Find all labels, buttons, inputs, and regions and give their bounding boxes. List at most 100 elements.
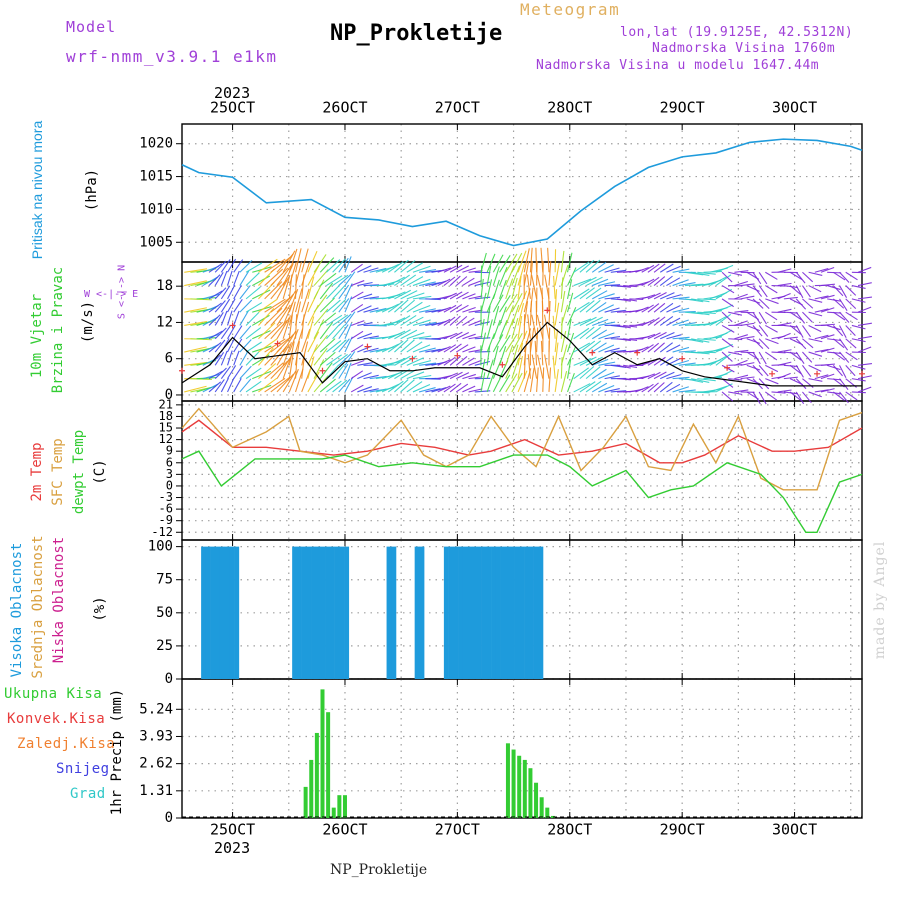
wind-arrow (344, 351, 356, 366)
wind-arrow (544, 274, 550, 299)
wind-arrow (623, 324, 638, 328)
wind-arrow (666, 317, 681, 326)
wind-arrow (536, 367, 539, 392)
wind-arrow (468, 349, 483, 353)
precip-legend-snow: Snijeg (56, 761, 110, 777)
wind-arrow (319, 322, 333, 340)
wind-arrow (184, 361, 208, 366)
wind-arrow (301, 328, 311, 353)
wind-arrow (659, 342, 673, 353)
precip-total-bar (331, 807, 336, 818)
wind-arrow (826, 364, 841, 371)
wind-arrow (851, 378, 866, 382)
y-tick-label: 1.31 (139, 783, 173, 799)
wind-arrow (258, 298, 278, 313)
wind-arrow (728, 378, 743, 381)
wind-arrow (363, 307, 379, 313)
station-coords: lon,lat (19.9125E, 42.5312N) (620, 25, 854, 40)
wind-arrow (455, 315, 468, 326)
wind-arrow (332, 324, 346, 340)
wind-arrow (505, 305, 514, 326)
wind-arrow (233, 298, 243, 313)
high-cloud-bar (201, 546, 207, 679)
wind-arrow (553, 275, 556, 299)
wind-arrow (239, 299, 253, 313)
wind-arrow (752, 391, 761, 405)
wind-arrow (264, 362, 284, 380)
wind-arrow (357, 305, 372, 313)
wind-arrow (276, 333, 295, 353)
wind-arrow (344, 283, 353, 300)
wind-arrow (462, 333, 476, 340)
wind-arrow (313, 279, 325, 300)
wind-arrow (313, 319, 325, 339)
wind-arrow (313, 334, 328, 353)
y-tick-label: 15 (159, 421, 173, 435)
top-date-label: 30OCT (772, 99, 817, 117)
wind-arrow (357, 322, 373, 326)
wind-arrow (548, 327, 551, 353)
wind-arrow (208, 274, 221, 286)
wind-arrow (801, 325, 811, 338)
wind-arrow (202, 373, 220, 380)
wind-arrow (276, 357, 291, 379)
wind-arrow (548, 261, 552, 286)
wind-arrow (585, 316, 603, 326)
wind-arrow (350, 291, 364, 300)
wind-arrow (573, 383, 591, 393)
wind-arrow (208, 330, 223, 340)
wind-arrow (641, 333, 656, 340)
wind-arrow (802, 338, 814, 349)
wind-arrow (307, 344, 318, 366)
y-tick-label: -12 (151, 525, 173, 539)
wind-arrow (486, 279, 493, 299)
wind-arrow (666, 265, 681, 273)
wind-arrow (214, 327, 227, 340)
wind-arrow (839, 378, 849, 391)
wind-arrow (567, 346, 576, 366)
wind-arrow (721, 271, 733, 283)
wind-arrow (220, 325, 231, 340)
wind-arrow (462, 373, 476, 380)
high-cloud-bar (334, 546, 340, 679)
wind-arrow (462, 357, 475, 366)
wind-arrow (740, 322, 755, 326)
wind-arrow (845, 338, 857, 349)
wind-arrow (777, 282, 792, 287)
wind-arrow (258, 347, 274, 366)
wind-arrow (647, 292, 661, 300)
wind-gust-marker (589, 349, 596, 356)
wind-arrow (746, 298, 761, 304)
wind-arrow (307, 316, 315, 339)
high-cloud-bar (486, 546, 492, 679)
wind-arrow (220, 365, 231, 379)
wind-arrow (659, 263, 674, 273)
wind-arrow (566, 279, 573, 299)
wind-arrow (307, 371, 320, 393)
wind-arrow (845, 298, 857, 309)
wind-arrow (412, 295, 432, 300)
high-cloud-bar (386, 546, 392, 679)
y-tick-label: 0 (165, 671, 173, 687)
y-tick-label: 21 (159, 397, 173, 411)
wind-arrow (684, 338, 704, 343)
wind-arrow (480, 278, 484, 299)
wind-arrow (554, 329, 559, 353)
wind-arrow (573, 278, 592, 287)
wind-arrow (455, 265, 469, 273)
wind-arrow (270, 296, 291, 313)
wind-arrow (851, 391, 866, 394)
wind-arrow (746, 364, 761, 371)
wind-arrow (789, 364, 802, 375)
wind-arrow (560, 317, 563, 339)
wind-arrow (814, 268, 829, 273)
station-elevation: Nadmorska Visina 1760m (652, 41, 836, 56)
wind-arrow (288, 248, 298, 273)
wind-arrow (616, 338, 631, 342)
wind-arrow (499, 374, 511, 393)
high-cloud-bar (306, 546, 312, 679)
wind-arrow (388, 330, 406, 340)
wind-arrow (814, 334, 829, 340)
wind-arrow (462, 306, 476, 313)
wind-arrow (282, 315, 291, 339)
